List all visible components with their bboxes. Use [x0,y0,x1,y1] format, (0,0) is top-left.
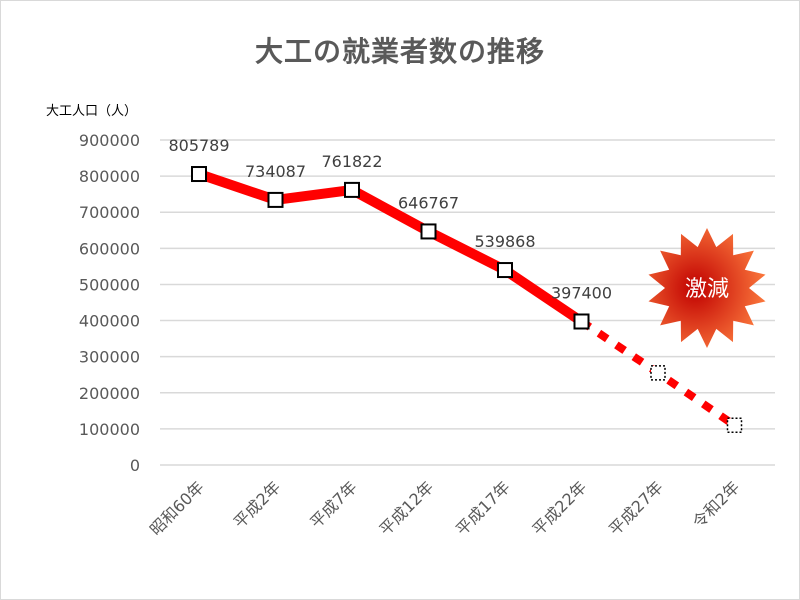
chart-title: 大工の就業者数の推移 [254,35,545,68]
data-point-marker [420,223,437,240]
series-line [197,169,585,326]
data-point-marker [497,262,513,279]
x-tick-label: 令和2年 [689,477,744,532]
starburst-shape [648,228,766,348]
x-tick-label: 平成7年 [306,477,361,532]
data-point-marker [344,181,360,198]
data-point-marker [267,191,284,208]
y-tick-label: 600000 [79,239,140,258]
projected-point-marker [650,365,666,381]
y-tick-label: 900000 [79,131,140,150]
x-tick-label: 平成12年 [376,477,438,539]
data-label: 646767 [398,193,459,212]
y-tick-label: 0 [130,456,140,475]
x-tick-label: 昭和60年 [146,477,208,539]
data-label: 397400 [551,283,612,302]
y-tick-label: 500000 [79,275,140,294]
data-label: 539868 [474,232,535,251]
x-tick-label: 平成27年 [605,477,667,539]
y-tick-label: 200000 [79,384,140,403]
y-tick-label: 100000 [79,420,140,439]
x-tick-label: 平成2年 [230,477,285,532]
data-labels: 805789 734087 761822 646767 539868 397400 [168,136,612,302]
y-tick-labels: 0 100000 200000 300000 400000 500000 600000 700… [79,131,140,475]
y-tick-label: 800000 [79,167,140,186]
y-tick-label: 300000 [79,348,140,367]
x-tick-label: 平成22年 [529,477,591,539]
x-tick-label: 平成17年 [452,477,514,539]
y-tick-label: 700000 [79,203,140,222]
y-axis-label: 大工人口（人） [46,104,138,119]
series-markers [191,166,743,434]
data-point-marker [191,166,207,183]
projected-point-marker [726,417,743,434]
data-point-marker [573,313,590,330]
starburst-icon: 激減 [648,228,766,348]
badge-label: 激減 [685,277,729,302]
data-label: 734087 [245,162,306,181]
y-tick-label: 400000 [79,312,140,331]
data-label: 761822 [321,152,382,171]
x-tick-labels: 昭和60年 平成2年 平成7年 平成12年 平成17年 平成22年 平成27年 令和2年 [146,477,743,539]
data-label: 805789 [168,136,229,155]
